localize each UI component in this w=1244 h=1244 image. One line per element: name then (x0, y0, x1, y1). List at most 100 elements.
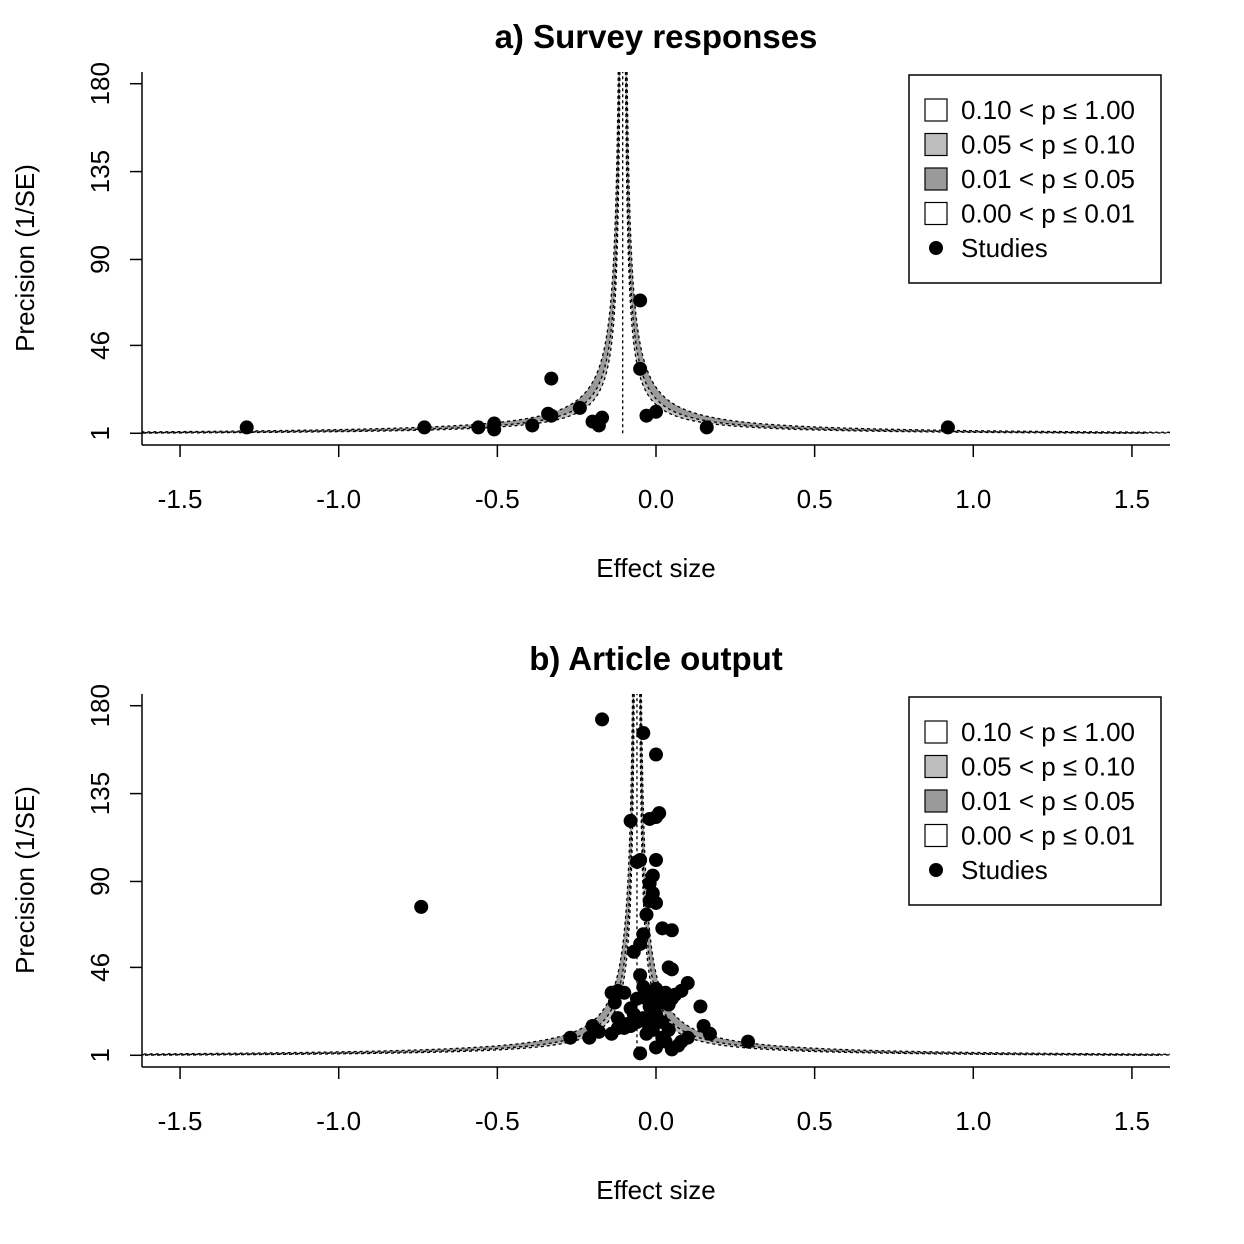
study-point (693, 999, 708, 1014)
study-point (633, 968, 648, 983)
study-point (699, 420, 714, 435)
x-axis-label: Effect size (596, 553, 715, 583)
legend-swatch (924, 132, 948, 157)
legend-box (908, 696, 1162, 906)
study-point (414, 899, 429, 914)
study-point (664, 923, 679, 938)
legend-label: 0.05 < p ≤ 0.10 (961, 752, 1135, 782)
study-point (633, 852, 648, 867)
y-tick-label: 135 (85, 150, 115, 193)
x-tick-label: -1.0 (316, 484, 361, 514)
legend-swatch (924, 167, 948, 191)
legend-label: 0.05 < p ≤ 0.10 (961, 130, 1135, 160)
study-point (525, 418, 540, 433)
x-tick-label: -1.0 (316, 1106, 361, 1136)
legend-dot (929, 241, 943, 255)
study-point (940, 420, 955, 435)
study-point (585, 1018, 600, 1033)
y-axis-label: Precision (1/SE) (10, 786, 40, 974)
x-tick-label: 1.5 (1114, 484, 1150, 514)
study-point (239, 420, 254, 435)
chart-title: b) Article output (529, 640, 783, 677)
study-point (544, 408, 559, 423)
legend-swatch (924, 720, 948, 744)
legend-swatch (924, 754, 948, 779)
studies-points (414, 712, 756, 1061)
funnel-contour-line (142, 694, 634, 1055)
study-point (645, 868, 660, 883)
legend-label: Studies (961, 855, 1048, 885)
study-point (629, 991, 644, 1006)
study-point (664, 962, 679, 977)
legend-label: 0.01 < p ≤ 0.05 (961, 164, 1135, 194)
x-tick-label: 0.0 (638, 484, 674, 514)
legend-box (908, 74, 1162, 284)
study-point (471, 420, 486, 435)
study-point (680, 976, 695, 991)
legend-label: 0.01 < p ≤ 0.05 (961, 786, 1135, 816)
y-tick-label: 135 (85, 772, 115, 815)
study-point (636, 927, 651, 942)
legend-label: Studies (961, 233, 1048, 263)
y-tick-label: 46 (85, 331, 115, 360)
x-tick-label: 0.5 (797, 484, 833, 514)
y-tick-label: 1 (85, 1048, 115, 1062)
studies-points (239, 293, 955, 437)
y-tick-label: 1 (85, 426, 115, 440)
funnel-contour-line (626, 72, 1170, 433)
x-tick-label: 0.0 (638, 1106, 674, 1136)
study-point (417, 420, 432, 435)
y-tick-label: 180 (85, 62, 115, 105)
funnel-contour-line (142, 72, 621, 434)
study-point (639, 907, 654, 922)
study-point (487, 416, 502, 431)
study-point (649, 404, 663, 419)
legend-swatch (924, 789, 948, 813)
study-point (642, 811, 657, 826)
study-point (741, 1034, 756, 1049)
y-tick-label: 46 (85, 953, 115, 982)
study-point (702, 1026, 717, 1041)
study-point (544, 371, 559, 386)
study-point (645, 1022, 660, 1037)
y-tick-label: 180 (85, 684, 115, 727)
x-axis-label: Effect size (596, 1175, 715, 1205)
legend-label: 0.00 < p ≤ 0.01 (961, 199, 1135, 229)
funnel-contour-line (142, 694, 635, 1056)
study-point (636, 726, 651, 741)
study-point (572, 400, 587, 415)
study-point (633, 293, 648, 308)
legend-dot (929, 863, 943, 877)
study-point (595, 712, 610, 727)
funnel-contour-line (142, 72, 619, 433)
study-point (649, 895, 663, 910)
y-axis-label: Precision (1/SE) (10, 164, 40, 352)
panel-survey-responses: a) Survey responses Effect size Precisio… (10, 18, 1170, 583)
study-point (633, 361, 648, 376)
study-point (633, 1046, 648, 1061)
legend-swatch (924, 201, 948, 226)
legend-swatch (924, 823, 948, 848)
legend: 0.10 < p ≤ 1.00 0.05 < p ≤ 0.10 0.01 < p ≤… (908, 696, 1162, 906)
legend-label: 0.00 < p ≤ 0.01 (961, 821, 1135, 851)
study-point (604, 1026, 619, 1041)
x-tick-label: -1.5 (158, 484, 203, 514)
study-point (623, 813, 638, 828)
x-tick-label: 1.0 (955, 484, 991, 514)
legend: 0.10 < p ≤ 1.00 0.05 < p ≤ 0.10 0.01 < p ≤… (908, 74, 1162, 284)
x-tick-label: -0.5 (475, 1106, 520, 1136)
x-tick-label: 1.5 (1114, 1106, 1150, 1136)
study-point (607, 995, 622, 1010)
x-tick-label: -0.5 (475, 484, 520, 514)
x-tick-label: -1.5 (158, 1106, 203, 1136)
funnel-contour-line (625, 72, 1170, 434)
study-point (563, 1030, 578, 1045)
legend-label: 0.10 < p ≤ 1.00 (961, 717, 1135, 747)
study-point (595, 410, 610, 425)
study-point (649, 747, 663, 762)
study-point (582, 1030, 597, 1045)
chart-title: a) Survey responses (495, 18, 818, 55)
x-tick-label: 0.5 (797, 1106, 833, 1136)
study-point (649, 852, 663, 867)
